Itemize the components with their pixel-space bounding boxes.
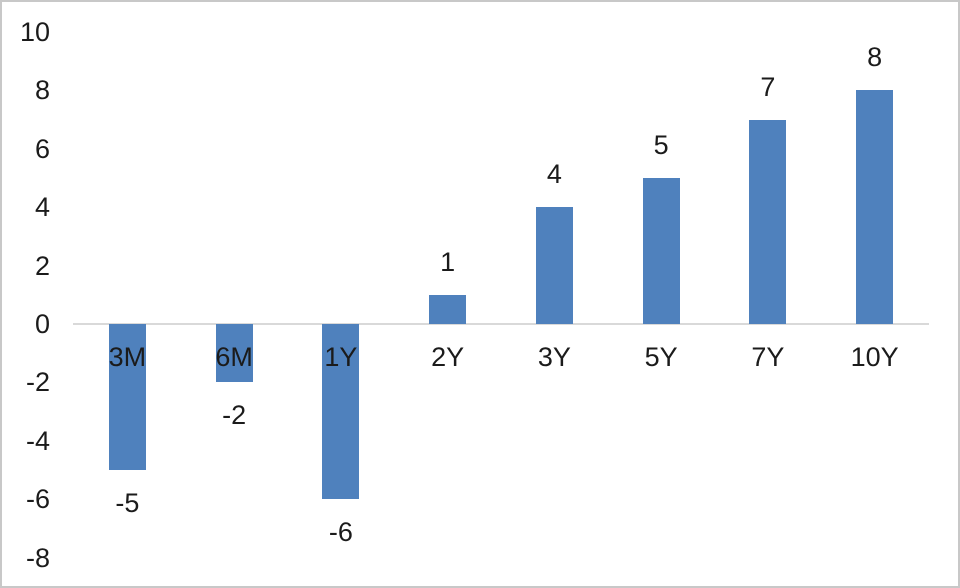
x-category-label: 6M [215, 342, 253, 372]
bar-value-label: 7 [760, 71, 776, 102]
x-category-label: 5Y [644, 342, 678, 372]
y-tick-label: -2 [25, 367, 50, 398]
bar-value-label: 4 [546, 159, 562, 190]
y-tick-label: 8 [34, 75, 50, 106]
x-axis-line [73, 323, 929, 325]
x-category-label: 1Y [324, 342, 358, 372]
bar-2y [429, 294, 467, 324]
bar-value-label: -5 [115, 488, 140, 518]
x-category-label: 3M [108, 342, 147, 372]
x-category-label: 10Y [850, 342, 899, 372]
bar-value-label: -6 [328, 517, 353, 548]
bar-value-label: 5 [653, 130, 669, 160]
y-tick-label: -8 [25, 542, 50, 573]
y-tick-label: 10 [19, 17, 50, 47]
bar-5y [642, 178, 680, 324]
bar-6m [215, 324, 253, 383]
y-tick-label: -4 [25, 425, 50, 456]
bar-1y [322, 324, 360, 500]
bar-value-label: 8 [867, 42, 883, 73]
y-tick-label: -6 [25, 484, 50, 515]
bar-value-label: -2 [222, 400, 247, 431]
bar-3m [108, 324, 146, 470]
bar-value-label: 1 [440, 246, 456, 277]
x-category-label: 7Y [751, 342, 785, 372]
bar-10y [856, 90, 894, 324]
bar-3y [535, 207, 573, 324]
x-category-label: 3Y [537, 342, 571, 372]
y-tick-label: 0 [34, 309, 50, 339]
x-category-label: 2Y [431, 342, 465, 372]
y-tick-label: 6 [34, 133, 50, 164]
y-tick-label: 2 [34, 250, 50, 281]
bar-7y [749, 119, 787, 324]
y-tick-label: 4 [34, 192, 50, 223]
